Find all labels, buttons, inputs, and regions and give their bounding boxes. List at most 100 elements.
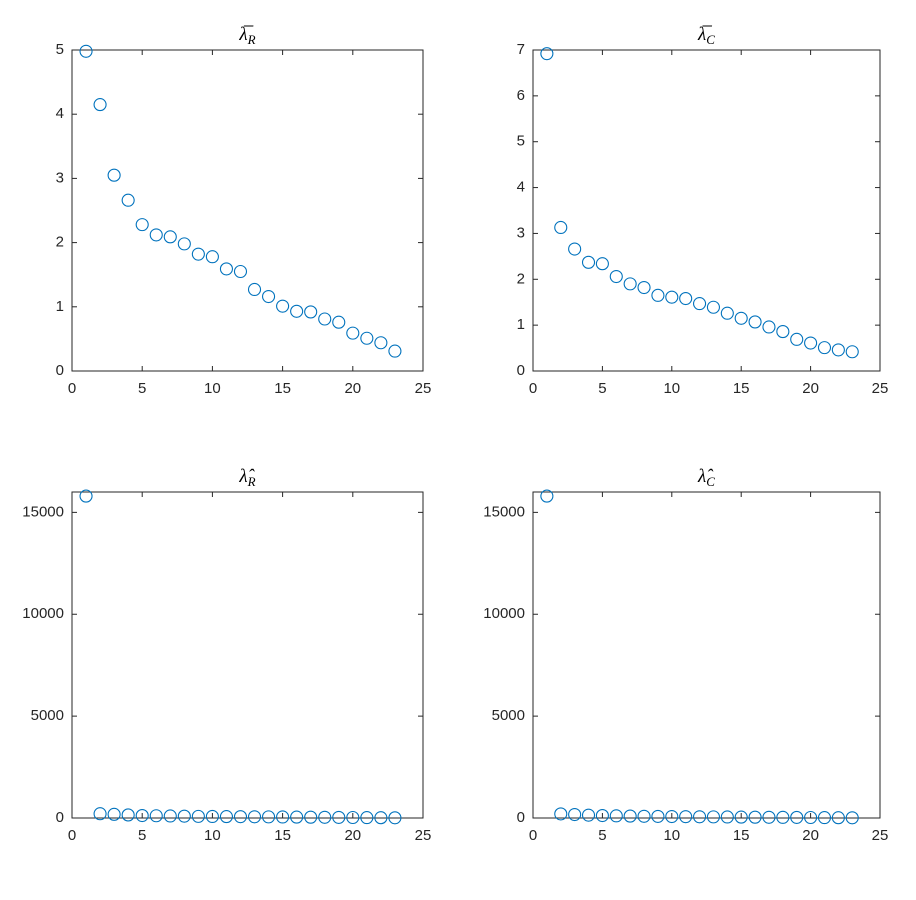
marker: [388, 811, 402, 825]
x-tick-label: 5: [138, 827, 146, 844]
marker: [233, 264, 248, 279]
axes-box: [71, 491, 424, 819]
marker: [609, 809, 623, 823]
marker: [107, 807, 121, 821]
x-tick-label: 10: [204, 827, 221, 844]
marker: [581, 255, 596, 269]
x-tick-label: 25: [872, 827, 889, 844]
marker: [706, 300, 720, 314]
axes-box: [532, 49, 881, 372]
marker: [374, 811, 388, 825]
y-tick-label: 1: [56, 298, 64, 315]
marker: [276, 810, 290, 824]
marker: [776, 325, 790, 339]
marker: [205, 250, 219, 264]
marker: [540, 47, 554, 61]
marker: [276, 299, 290, 313]
x-tick-label: 5: [598, 827, 606, 844]
marker: [332, 810, 346, 824]
marker: [79, 489, 93, 503]
marker: [651, 288, 665, 302]
y-tick-label: 0: [517, 362, 525, 379]
marker: [360, 331, 374, 345]
marker: [149, 228, 163, 242]
marker: [191, 247, 205, 261]
x-tick-label: 5: [598, 380, 606, 397]
marker: [79, 44, 93, 58]
marker: [163, 809, 177, 823]
x-tick-label: 20: [802, 380, 819, 397]
marker: [205, 809, 219, 824]
marker: [554, 220, 568, 235]
x-tick-label: 20: [802, 827, 819, 844]
title-subscript: R: [247, 32, 256, 47]
marker: [191, 809, 205, 823]
x-tick-label: 10: [663, 827, 680, 844]
marker: [790, 332, 804, 346]
x-tick-label: 20: [344, 380, 361, 397]
marker: [651, 809, 665, 823]
marker: [734, 311, 748, 325]
marker: [706, 810, 720, 824]
marker: [554, 807, 568, 821]
y-tick-label: 4: [517, 179, 525, 196]
marker: [720, 810, 734, 824]
y-tick-label: 2: [56, 234, 64, 251]
x-tick-label: 0: [68, 827, 76, 844]
x-tick-label: 25: [872, 380, 889, 397]
marker: [332, 315, 346, 329]
marker: [665, 290, 679, 304]
x-tick-label: 10: [204, 380, 221, 397]
y-tick-label: 0: [517, 809, 525, 826]
marker: [790, 810, 804, 824]
marker: [595, 257, 609, 271]
y-tick-label: 1: [517, 316, 525, 333]
marker: [346, 326, 360, 340]
subplot: λ̂R 0 5 10 15 20 25 0 5000 10000 15000: [22, 466, 431, 844]
marker: [804, 336, 818, 350]
x-tick-label: 0: [529, 380, 537, 397]
marker: [762, 320, 776, 334]
marker: [318, 312, 332, 326]
y-tick-label: 6: [517, 87, 525, 104]
axes-box: [71, 49, 424, 372]
y-tick-label: 2: [517, 270, 525, 287]
marker: [831, 343, 845, 357]
marker: [623, 809, 637, 823]
title-subscript: R: [247, 474, 256, 489]
marker: [693, 810, 707, 824]
marker: [262, 810, 276, 824]
marker: [290, 810, 304, 824]
marker: [609, 269, 623, 284]
marker: [121, 193, 135, 207]
marker: [93, 807, 107, 821]
marker: [346, 810, 360, 825]
y-tick-label: 3: [56, 169, 64, 186]
y-tick-label: 3: [517, 224, 525, 241]
title-subscript: C: [706, 32, 715, 47]
y-tick-label: 5000: [31, 707, 64, 724]
marker: [637, 280, 651, 295]
marker: [121, 808, 135, 822]
marker: [374, 336, 388, 350]
x-tick-label: 25: [415, 827, 432, 844]
y-tick-label: 5: [517, 133, 525, 150]
marker: [817, 811, 832, 825]
y-tick-label: 15000: [22, 503, 64, 520]
marker: [568, 807, 582, 822]
subplot-title: λ̅C: [697, 24, 715, 47]
marker: [360, 811, 374, 825]
x-tick-label: 15: [733, 380, 750, 397]
y-tick-label: 10000: [22, 605, 64, 622]
marker: [679, 810, 693, 824]
marker: [262, 289, 276, 304]
marker: [748, 810, 762, 824]
marker: [595, 809, 609, 823]
subplot-title: λ̅R: [238, 24, 255, 47]
x-tick-label: 25: [415, 380, 432, 397]
marker: [107, 168, 121, 182]
y-tick-label: 7: [517, 41, 525, 58]
marker: [149, 809, 163, 823]
marker: [177, 809, 191, 823]
